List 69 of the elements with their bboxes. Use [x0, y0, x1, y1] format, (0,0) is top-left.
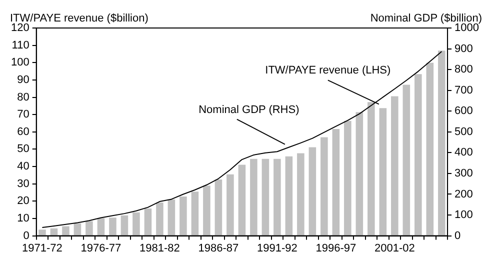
bar	[168, 199, 176, 236]
y-tick-label: 30	[17, 178, 30, 190]
bar	[86, 221, 93, 236]
x-tick-label: 2001-02	[374, 242, 415, 254]
y2-tick-label: 500	[454, 126, 473, 138]
bar	[180, 196, 187, 236]
bar	[297, 153, 304, 236]
y-tick-label: 80	[17, 91, 30, 104]
x-tick-label: 1971-72	[22, 242, 62, 254]
bar	[120, 215, 128, 236]
bar	[438, 50, 446, 236]
x-tick-label: 1991-92	[256, 242, 298, 254]
bar	[50, 228, 58, 236]
bar	[144, 208, 152, 236]
y2-tick-label: 1000	[454, 22, 480, 34]
bar	[344, 120, 352, 236]
bar	[332, 128, 340, 236]
y-tick-label: 70	[17, 108, 30, 121]
bar	[109, 218, 116, 236]
bar	[414, 74, 422, 236]
bar	[379, 108, 387, 236]
x-tick-label: 1986-87	[198, 242, 239, 254]
bar	[97, 218, 105, 236]
y-tick-label: 0	[23, 230, 30, 242]
bar	[402, 84, 410, 236]
y-tick-label: 90	[17, 74, 30, 86]
x-tick-label: 1981-82	[140, 242, 180, 254]
y-tick-label: 40	[17, 160, 30, 173]
bar	[274, 158, 281, 236]
y-tick-label: 50	[17, 143, 30, 156]
y2-tick-label: 100	[454, 209, 473, 222]
bar	[62, 226, 70, 236]
bar	[203, 186, 210, 236]
y-tick-label: 100	[10, 56, 30, 69]
x-tick-label: 1976-77	[80, 242, 122, 254]
series-label: ITW/PAYE revenue (LHS)	[265, 64, 391, 77]
bar	[320, 137, 328, 236]
y2-tick-label: 800	[454, 64, 473, 76]
bar	[391, 96, 398, 236]
bar	[38, 230, 46, 236]
y2-tick-label: 600	[454, 105, 473, 118]
y-tick-label: 10	[17, 212, 30, 225]
bar	[368, 102, 375, 236]
bar	[74, 223, 82, 236]
bar	[226, 174, 234, 236]
bar	[308, 147, 316, 236]
bar	[214, 180, 222, 236]
y2-tick-label: 0	[454, 230, 461, 242]
y2-tick-label: 200	[454, 188, 473, 200]
bar	[426, 62, 434, 236]
y2-tick-label: 700	[454, 84, 473, 96]
bar	[156, 202, 164, 236]
bar	[250, 158, 258, 236]
text: Nominal GDP (RHS)	[198, 104, 300, 116]
bar	[262, 158, 270, 236]
y2-tick-label: 300	[454, 167, 473, 180]
y2-axis-title: Nominal GDP ($billion)	[370, 12, 482, 25]
bar	[238, 164, 246, 236]
y-tick-label: 110	[12, 39, 30, 52]
y2-tick-label: 900	[454, 42, 473, 55]
x-tick-label: 1996-97	[316, 242, 356, 254]
y2-tick-label: 400	[454, 146, 473, 159]
bar	[132, 212, 140, 236]
bar	[285, 156, 293, 236]
y-tick-label: 20	[17, 195, 30, 208]
bar	[356, 112, 364, 236]
y-tick-label: 60	[17, 126, 30, 138]
bar	[191, 192, 199, 236]
y-tick-label: 120	[10, 22, 30, 34]
